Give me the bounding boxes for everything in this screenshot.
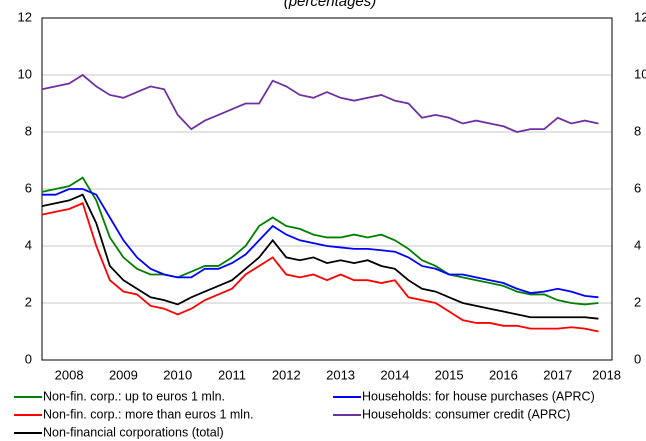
y2-tick-label: 10	[634, 66, 646, 81]
series-line	[42, 188, 599, 299]
y-tick-label: 0	[25, 351, 32, 366]
x-tick-label: 2018	[592, 367, 621, 382]
legend-label: Households: consumer credit (APRC)	[362, 407, 570, 421]
x-tick-label: 2015	[435, 367, 464, 382]
legend-label: Non-financial corporations (total)	[43, 425, 224, 439]
y2-tick-label: 12	[634, 9, 646, 24]
y-tick-label: 2	[25, 294, 32, 309]
x-tick-label: 2016	[489, 367, 518, 382]
x-tick-label: 2017	[543, 367, 572, 382]
x-tick-label: 2009	[109, 367, 138, 382]
x-tick-label: 2010	[163, 367, 192, 382]
x-tick-label: 2011	[218, 367, 246, 382]
series-line	[41, 202, 599, 333]
series-line	[41, 193, 599, 320]
y-tick-label: 8	[25, 123, 32, 138]
y2-tick-label: 2	[634, 294, 641, 309]
y2-tick-label: 6	[634, 180, 641, 195]
series-line	[41, 73, 599, 133]
y-tick-label: 4	[25, 237, 32, 252]
legend-label: Households: for house purchases (APRC)	[362, 389, 595, 403]
legend-label: Non-fin. corp.: more than euros 1 mln.	[43, 407, 254, 421]
x-tick-label: 2008	[55, 367, 84, 382]
y2-tick-label: 0	[634, 351, 641, 366]
y-tick-label: 6	[25, 180, 32, 195]
y2-tick-label: 8	[634, 123, 641, 138]
y-tick-label: 12	[18, 9, 32, 24]
chart-title: (percentages)	[284, 0, 377, 10]
series-line	[41, 176, 599, 306]
x-tick-label: 2013	[326, 367, 355, 382]
x-tick-label: 2014	[380, 367, 409, 382]
y2-tick-label: 4	[634, 237, 641, 252]
y-tick-label: 10	[18, 66, 32, 81]
x-tick-label: 2012	[272, 367, 301, 382]
plot-frame	[41, 17, 613, 361]
legend-label: Non-fin. corp.: up to euros 1 mln.	[43, 389, 225, 403]
